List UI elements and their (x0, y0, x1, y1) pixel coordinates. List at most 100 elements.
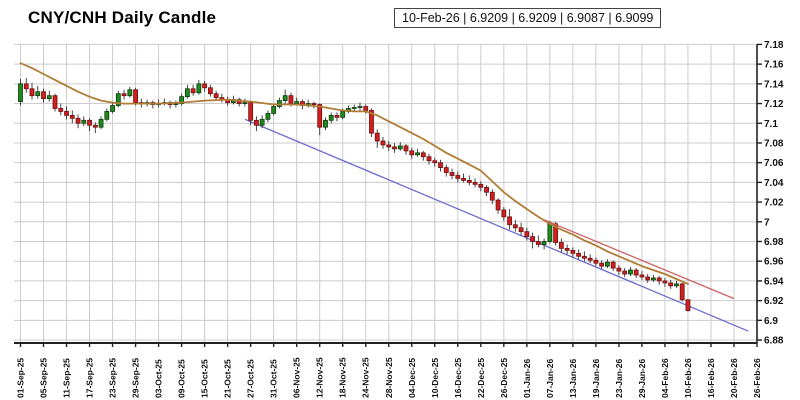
candle (501, 207, 507, 221)
y-tick-label: 6.96 (764, 257, 784, 268)
candle-body-down (317, 104, 323, 128)
x-tick-label: 11-Sep-25 (62, 358, 72, 398)
candle (58, 103, 64, 116)
candle (524, 227, 530, 241)
candle (668, 279, 674, 289)
candle (98, 116, 104, 130)
x-tick-label: 13-Jan-26 (568, 359, 578, 398)
candle (461, 173, 466, 183)
candle-body-down (87, 119, 92, 126)
candle-body-up (674, 283, 679, 287)
x-tick-label: 01-Jan-26 (522, 359, 532, 398)
candle (466, 175, 472, 186)
x-tick-label: 15-Oct-25 (200, 359, 210, 398)
candle-body-down (593, 259, 599, 264)
candle (599, 260, 605, 270)
candle-body-down (570, 249, 576, 254)
candle-body-down (501, 209, 507, 218)
candle-body-up (184, 88, 190, 98)
candle (593, 257, 599, 267)
candle-body-up (127, 89, 133, 97)
candle (161, 98, 167, 106)
candle-body-down (202, 83, 208, 89)
candle (570, 247, 576, 258)
candle (173, 100, 179, 108)
candle (254, 116, 259, 132)
candle (628, 267, 633, 276)
x-tick-label: 17-Sep-25 (85, 358, 95, 398)
candle (576, 249, 582, 260)
x-tick-label: 07-Jan-26 (545, 359, 555, 398)
candle-body-up (265, 113, 271, 120)
x-tick-label: 26-Feb-26 (752, 358, 762, 398)
candle-body-down (41, 91, 46, 100)
candle (282, 89, 288, 104)
candle-body-up (282, 95, 288, 102)
candle-body-down (495, 199, 501, 211)
grid-lines (14, 43, 758, 343)
candle-body-down (288, 95, 294, 104)
candle-body-up (547, 223, 553, 242)
candle (558, 238, 564, 253)
y-tick-label: 7.06 (764, 158, 784, 169)
candle (386, 141, 392, 151)
candle-body-down (461, 178, 466, 181)
candle-body-down (668, 282, 674, 287)
candle (587, 254, 593, 264)
candle (133, 87, 138, 106)
candle-body-up (541, 241, 547, 245)
candle-body-down (478, 183, 484, 188)
chart-title: CNY/CNH Daily Candle (28, 8, 217, 27)
candle (41, 88, 46, 103)
candle (271, 103, 277, 116)
candle-body-up (179, 96, 185, 104)
candle-body-up (18, 83, 23, 102)
y-tick-label: 6.92 (764, 296, 784, 307)
x-tick-label: 26-Dec-25 (499, 358, 509, 398)
candle (150, 100, 156, 109)
candle (81, 116, 87, 127)
x-tick-label: 10-Dec-25 (430, 358, 440, 398)
candle-body-down (576, 252, 582, 257)
x-tick-label: 05-Sep-25 (39, 358, 49, 398)
candle (317, 103, 323, 136)
candle (622, 268, 628, 277)
candle-body-down (633, 269, 639, 276)
candle (29, 82, 35, 100)
candle (219, 93, 225, 103)
candle-body-down (190, 88, 196, 94)
candle-body-down (507, 216, 512, 226)
candle-body-up (323, 119, 328, 128)
x-tick-label: 23-Sep-25 (108, 358, 118, 398)
candle-body-down (432, 160, 438, 164)
candle-body-down (23, 83, 29, 90)
candle (645, 274, 651, 283)
candle-body-down (369, 110, 374, 134)
candle (518, 222, 524, 236)
candle-body-up (340, 111, 346, 118)
candle (512, 219, 518, 232)
y-tick-label: 6.88 (764, 336, 784, 347)
candle (674, 280, 679, 288)
y-tick-label: 7.08 (764, 138, 784, 149)
candle-body-down (207, 87, 213, 95)
y-tick-label: 7.04 (764, 178, 784, 189)
x-tick-label: 10-Feb-26 (683, 358, 693, 398)
x-tick-label: 29-Sep-25 (131, 358, 141, 398)
candle (656, 275, 662, 285)
candle (651, 275, 656, 282)
candle-body-up (35, 91, 41, 97)
candle-body-down (69, 114, 75, 119)
candle (52, 93, 58, 112)
candle (374, 129, 380, 148)
candle-body-up (357, 106, 363, 108)
candle (115, 90, 121, 108)
candle-body-down (530, 236, 535, 242)
candle-body-down (121, 93, 127, 97)
candle-body-up (196, 83, 202, 94)
candle-body-down (443, 167, 449, 173)
candle (323, 117, 328, 131)
x-tick-label: 09-Oct-25 (177, 359, 187, 398)
candle-body-down (380, 140, 386, 146)
candle (225, 96, 231, 106)
